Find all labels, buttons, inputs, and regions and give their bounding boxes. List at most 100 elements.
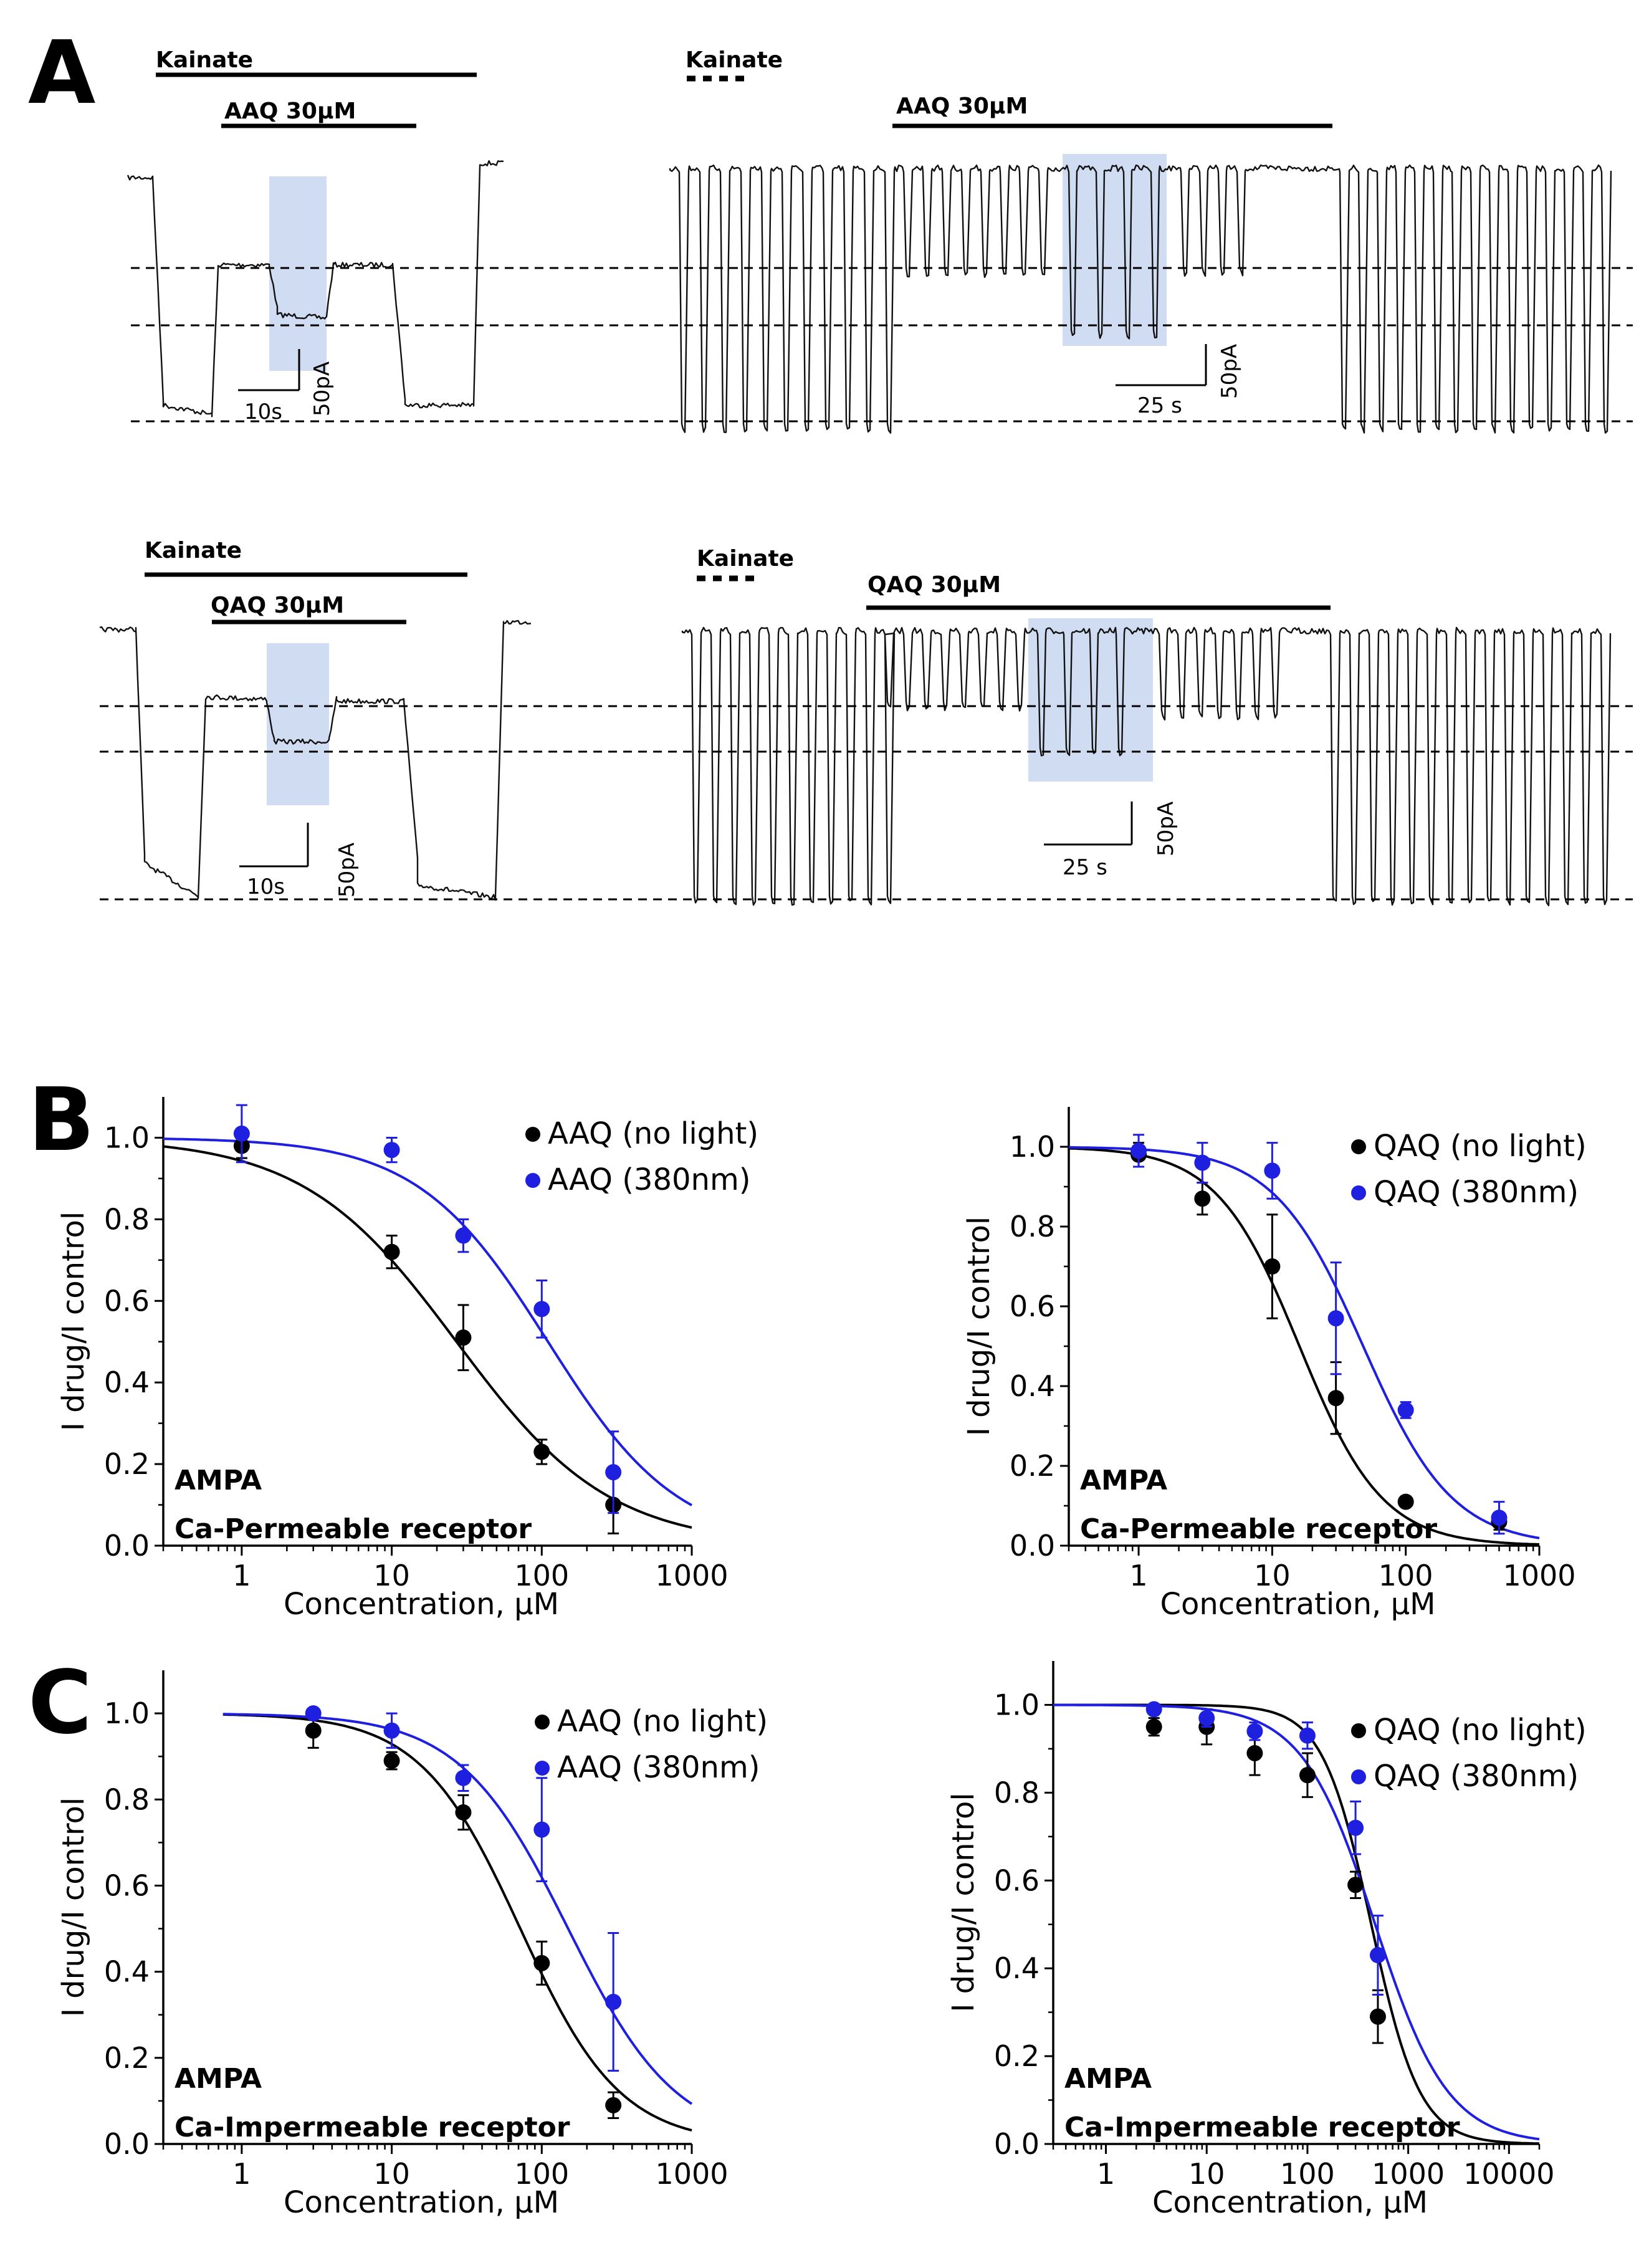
data-point [1145, 1718, 1162, 1735]
data-point [605, 2097, 622, 2113]
data-point [1347, 1819, 1364, 1836]
data-point [1299, 1767, 1316, 1784]
highlight-region [267, 643, 329, 805]
kainate-label: Kainate [156, 47, 253, 73]
data-point [1264, 1258, 1281, 1275]
data-point [533, 1955, 550, 1971]
legend-marker [1351, 1769, 1366, 1784]
time-scale-label: 10s [244, 400, 282, 424]
x-tick-label: 10 [373, 2157, 410, 2191]
data-point [1327, 1310, 1344, 1327]
legend-label: QAQ (380nm) [1374, 1759, 1579, 1794]
y-tick-label: 0.6 [104, 1284, 150, 1318]
data-point [1299, 1727, 1316, 1744]
data-point [1491, 1510, 1508, 1526]
y-tick-label: 0.2 [994, 2039, 1040, 2073]
y-tick-label: 1.0 [104, 1121, 150, 1154]
data-point [1347, 1877, 1364, 1893]
legend-marker [525, 1127, 540, 1142]
data-point [1246, 1744, 1263, 1761]
legend-label: AAQ (no light) [557, 1704, 768, 1739]
kainate-label: Kainate [697, 546, 794, 572]
annotation-label: AMPA [174, 2063, 262, 2095]
annotation-label: Ca-Impermeable receptor [1064, 2112, 1460, 2143]
y-tick-label: 0.6 [994, 1864, 1040, 1897]
trace-a1-left: Kainate AAQ 30μM 10s 50pA [127, 47, 504, 424]
y-tick-label: 0.0 [104, 1529, 150, 1562]
data-point [305, 1722, 322, 1739]
kainate-label: Kainate [686, 47, 783, 73]
data-point [1397, 1493, 1414, 1510]
x-tick-label: 10000 [1463, 2157, 1554, 2191]
data-point [455, 1329, 472, 1346]
current-trace [681, 626, 1612, 906]
y-tick-label: 0.4 [104, 1366, 150, 1399]
y-tick-label: 0.2 [104, 1447, 150, 1481]
data-point [605, 1994, 622, 2010]
data-point [455, 1227, 472, 1244]
time-scale-label: 10s [247, 874, 285, 899]
y-tick-label: 0.8 [1010, 1210, 1055, 1243]
x-tick-label: 1000 [1503, 1559, 1575, 1592]
data-point [383, 1753, 400, 1769]
x-tick-label: 100 [514, 2157, 569, 2191]
dose-response-chart-b-left: 0.0 0.2 0.4 0.6 0.8 1.0 1 10 100 1000 Concentratio… [56, 1097, 758, 1622]
data-point [1369, 2008, 1386, 2025]
annotation-label: AMPA [174, 1465, 262, 1496]
y-tick-label: 1.0 [1010, 1130, 1055, 1164]
y-axis-title: I drug/I control [962, 1217, 997, 1436]
legend-marker [1351, 1139, 1366, 1154]
drug-label: AAQ 30μM [896, 93, 1028, 119]
legend-label: AAQ (no light) [548, 1116, 758, 1151]
dose-response-chart-b-right: 0.0 0.2 0.4 0.6 0.8 1.0 1 10 100 1000 Concentratio… [962, 1107, 1587, 1622]
x-tick-label: 1000 [655, 2157, 728, 2191]
y-tick-label: 0.4 [104, 1955, 150, 1989]
x-tick-label: 100 [1280, 2157, 1335, 2191]
y-tick-label: 0.0 [1010, 1529, 1055, 1562]
current-trace [127, 160, 504, 418]
current-scale-label: 50pA [310, 361, 335, 416]
y-axis-title: I drug/I control [946, 1792, 981, 2012]
data-point [1198, 1710, 1215, 1726]
dose-response-chart-c-right: 0.0 0.2 0.4 0.6 0.8 1.0 1 10 100 1000 10000 Concent… [946, 1661, 1587, 2220]
fit-curve [1068, 1147, 1540, 1546]
highlight-region [269, 176, 327, 371]
data-point [605, 1464, 622, 1481]
y-tick-label: 0.0 [994, 2127, 1040, 2161]
panel-letter-a: A [28, 22, 95, 124]
y-tick-label: 0.8 [994, 1776, 1040, 1809]
data-point [455, 1769, 472, 1786]
y-tick-label: 1.0 [994, 1688, 1040, 1721]
data-point [1194, 1154, 1211, 1171]
panel-letter-b: B [28, 1069, 95, 1171]
current-trace [669, 164, 1612, 434]
data-point [1369, 1947, 1386, 1964]
y-tick-label: 0.4 [994, 1951, 1040, 1985]
data-point [1194, 1190, 1211, 1207]
current-scale-label: 50pA [1154, 801, 1178, 856]
y-tick-label: 0.8 [104, 1202, 150, 1236]
y-tick-label: 0.6 [1010, 1290, 1055, 1323]
legend-marker [525, 1173, 540, 1188]
y-tick-label: 1.0 [104, 1696, 150, 1730]
current-trace [99, 620, 532, 901]
panel-letter-c: C [28, 1652, 92, 1754]
kainate-label: Kainate [145, 538, 242, 563]
time-scale-label: 25 s [1063, 855, 1107, 880]
x-tick-label: 10 [1254, 1559, 1291, 1592]
legend-label: QAQ (380nm) [1374, 1175, 1579, 1210]
data-point [233, 1125, 250, 1142]
annotation-label: Ca-Impermeable receptor [174, 2112, 570, 2143]
current-scale-label: 50pA [1217, 344, 1242, 399]
x-tick-label: 10 [373, 1559, 410, 1592]
y-tick-label: 0.2 [1010, 1449, 1055, 1483]
drug-label: AAQ 30μM [224, 98, 356, 124]
data-point [1264, 1162, 1281, 1179]
drug-label: QAQ 30μM [211, 593, 344, 618]
x-axis-title: Concentration, μM [284, 2185, 559, 2220]
annotation-label: Ca-Permeable receptor [174, 1513, 532, 1545]
x-tick-label: 100 [514, 1559, 569, 1592]
legend-marker [535, 1761, 550, 1776]
data-point [1145, 1701, 1162, 1718]
